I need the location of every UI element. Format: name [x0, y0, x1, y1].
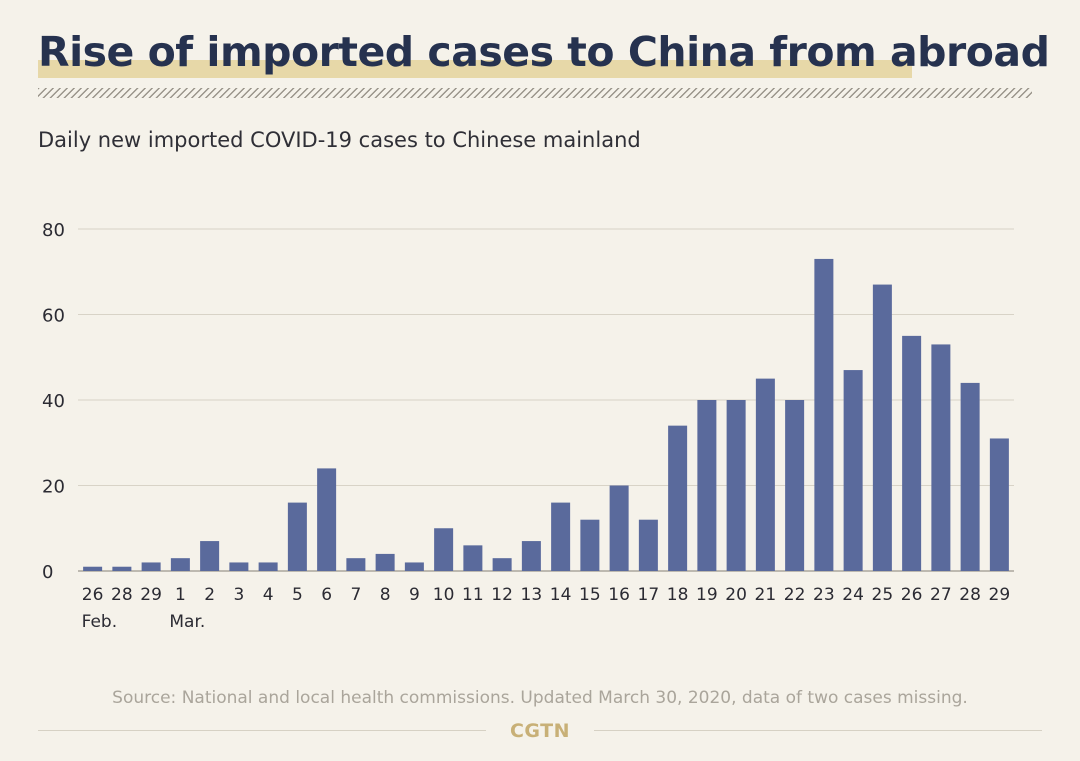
bar	[521, 541, 541, 571]
x-tick-label: 9	[409, 585, 420, 605]
x-tick-label: 4	[263, 585, 274, 605]
bar	[375, 553, 395, 571]
x-tick-label: 24	[842, 585, 864, 605]
x-tick-label: 10	[433, 585, 455, 605]
bar	[843, 370, 863, 571]
footer-line-left	[38, 730, 486, 731]
bar	[755, 378, 775, 571]
bar	[638, 519, 658, 571]
x-tick-label: 23	[813, 585, 835, 605]
bar	[112, 566, 132, 571]
source-note: Source: National and local health commis…	[112, 688, 968, 708]
x-tick-label: 15	[579, 585, 601, 605]
bar	[872, 284, 892, 571]
x-tick-label: 5	[292, 585, 303, 605]
title-block: Rise of imported cases to China from abr…	[38, 28, 1050, 78]
bar	[287, 502, 307, 571]
x-tick-label: 26	[82, 585, 104, 605]
bar	[317, 468, 337, 571]
y-tick-label: 80	[42, 220, 65, 241]
x-tick-label: 2	[204, 585, 215, 605]
bar	[83, 566, 103, 571]
bar	[697, 400, 717, 571]
x-tick-label: 13	[521, 585, 543, 605]
bar	[668, 425, 688, 571]
x-tick-label: 7	[350, 585, 361, 605]
x-tick-label: 28	[959, 585, 981, 605]
footer-line-right	[594, 730, 1042, 731]
x-tick-label: 21	[755, 585, 777, 605]
bar	[902, 335, 922, 571]
x-tick-label: 17	[638, 585, 660, 605]
x-tick-label: 29	[140, 585, 162, 605]
x-tick-label: 22	[784, 585, 806, 605]
y-tick-label: 40	[42, 391, 65, 412]
month-label: Feb.	[82, 612, 118, 632]
bar	[551, 502, 571, 571]
y-tick-label: 20	[42, 477, 65, 498]
bar	[170, 558, 190, 571]
bar	[814, 258, 834, 571]
chart-title: Rise of imported cases to China from abr…	[38, 28, 1050, 76]
y-tick-label: 60	[42, 306, 65, 327]
bar	[609, 485, 629, 571]
x-tick-label: 28	[111, 585, 133, 605]
bar	[960, 382, 980, 571]
bar	[492, 558, 512, 571]
bar	[200, 541, 220, 571]
x-tick-label: 16	[608, 585, 630, 605]
bar	[434, 528, 454, 571]
x-tick-label: 3	[233, 585, 244, 605]
x-tick-label: 8	[380, 585, 391, 605]
bar	[463, 545, 483, 571]
x-tick-label: 14	[550, 585, 572, 605]
chart-subtitle: Daily new imported COVID-19 cases to Chi…	[38, 128, 641, 152]
x-tick-label: 27	[930, 585, 952, 605]
bar	[141, 562, 161, 571]
bar	[726, 400, 746, 571]
month-label: Mar.	[169, 612, 205, 632]
x-tick-label: 26	[901, 585, 923, 605]
x-tick-label: 25	[872, 585, 894, 605]
x-tick-label: 19	[696, 585, 718, 605]
bar	[404, 562, 424, 571]
y-tick-label: 0	[42, 562, 53, 583]
title-highlight	[38, 60, 912, 78]
x-tick-label: 12	[491, 585, 513, 605]
hatched-divider	[38, 88, 1032, 98]
x-tick-label: 29	[989, 585, 1011, 605]
x-tick-label: 18	[667, 585, 689, 605]
bar	[346, 558, 366, 571]
x-tick-label: 6	[321, 585, 332, 605]
bar	[580, 519, 600, 571]
x-tick-label: 11	[462, 585, 484, 605]
bar	[989, 438, 1009, 571]
bar	[931, 344, 951, 571]
cgtn-logo: CGTN	[509, 720, 571, 742]
bar	[785, 400, 805, 571]
bar	[258, 562, 278, 571]
bar	[229, 562, 249, 571]
x-tick-label: 1	[175, 585, 186, 605]
x-tick-label: 20	[725, 585, 747, 605]
